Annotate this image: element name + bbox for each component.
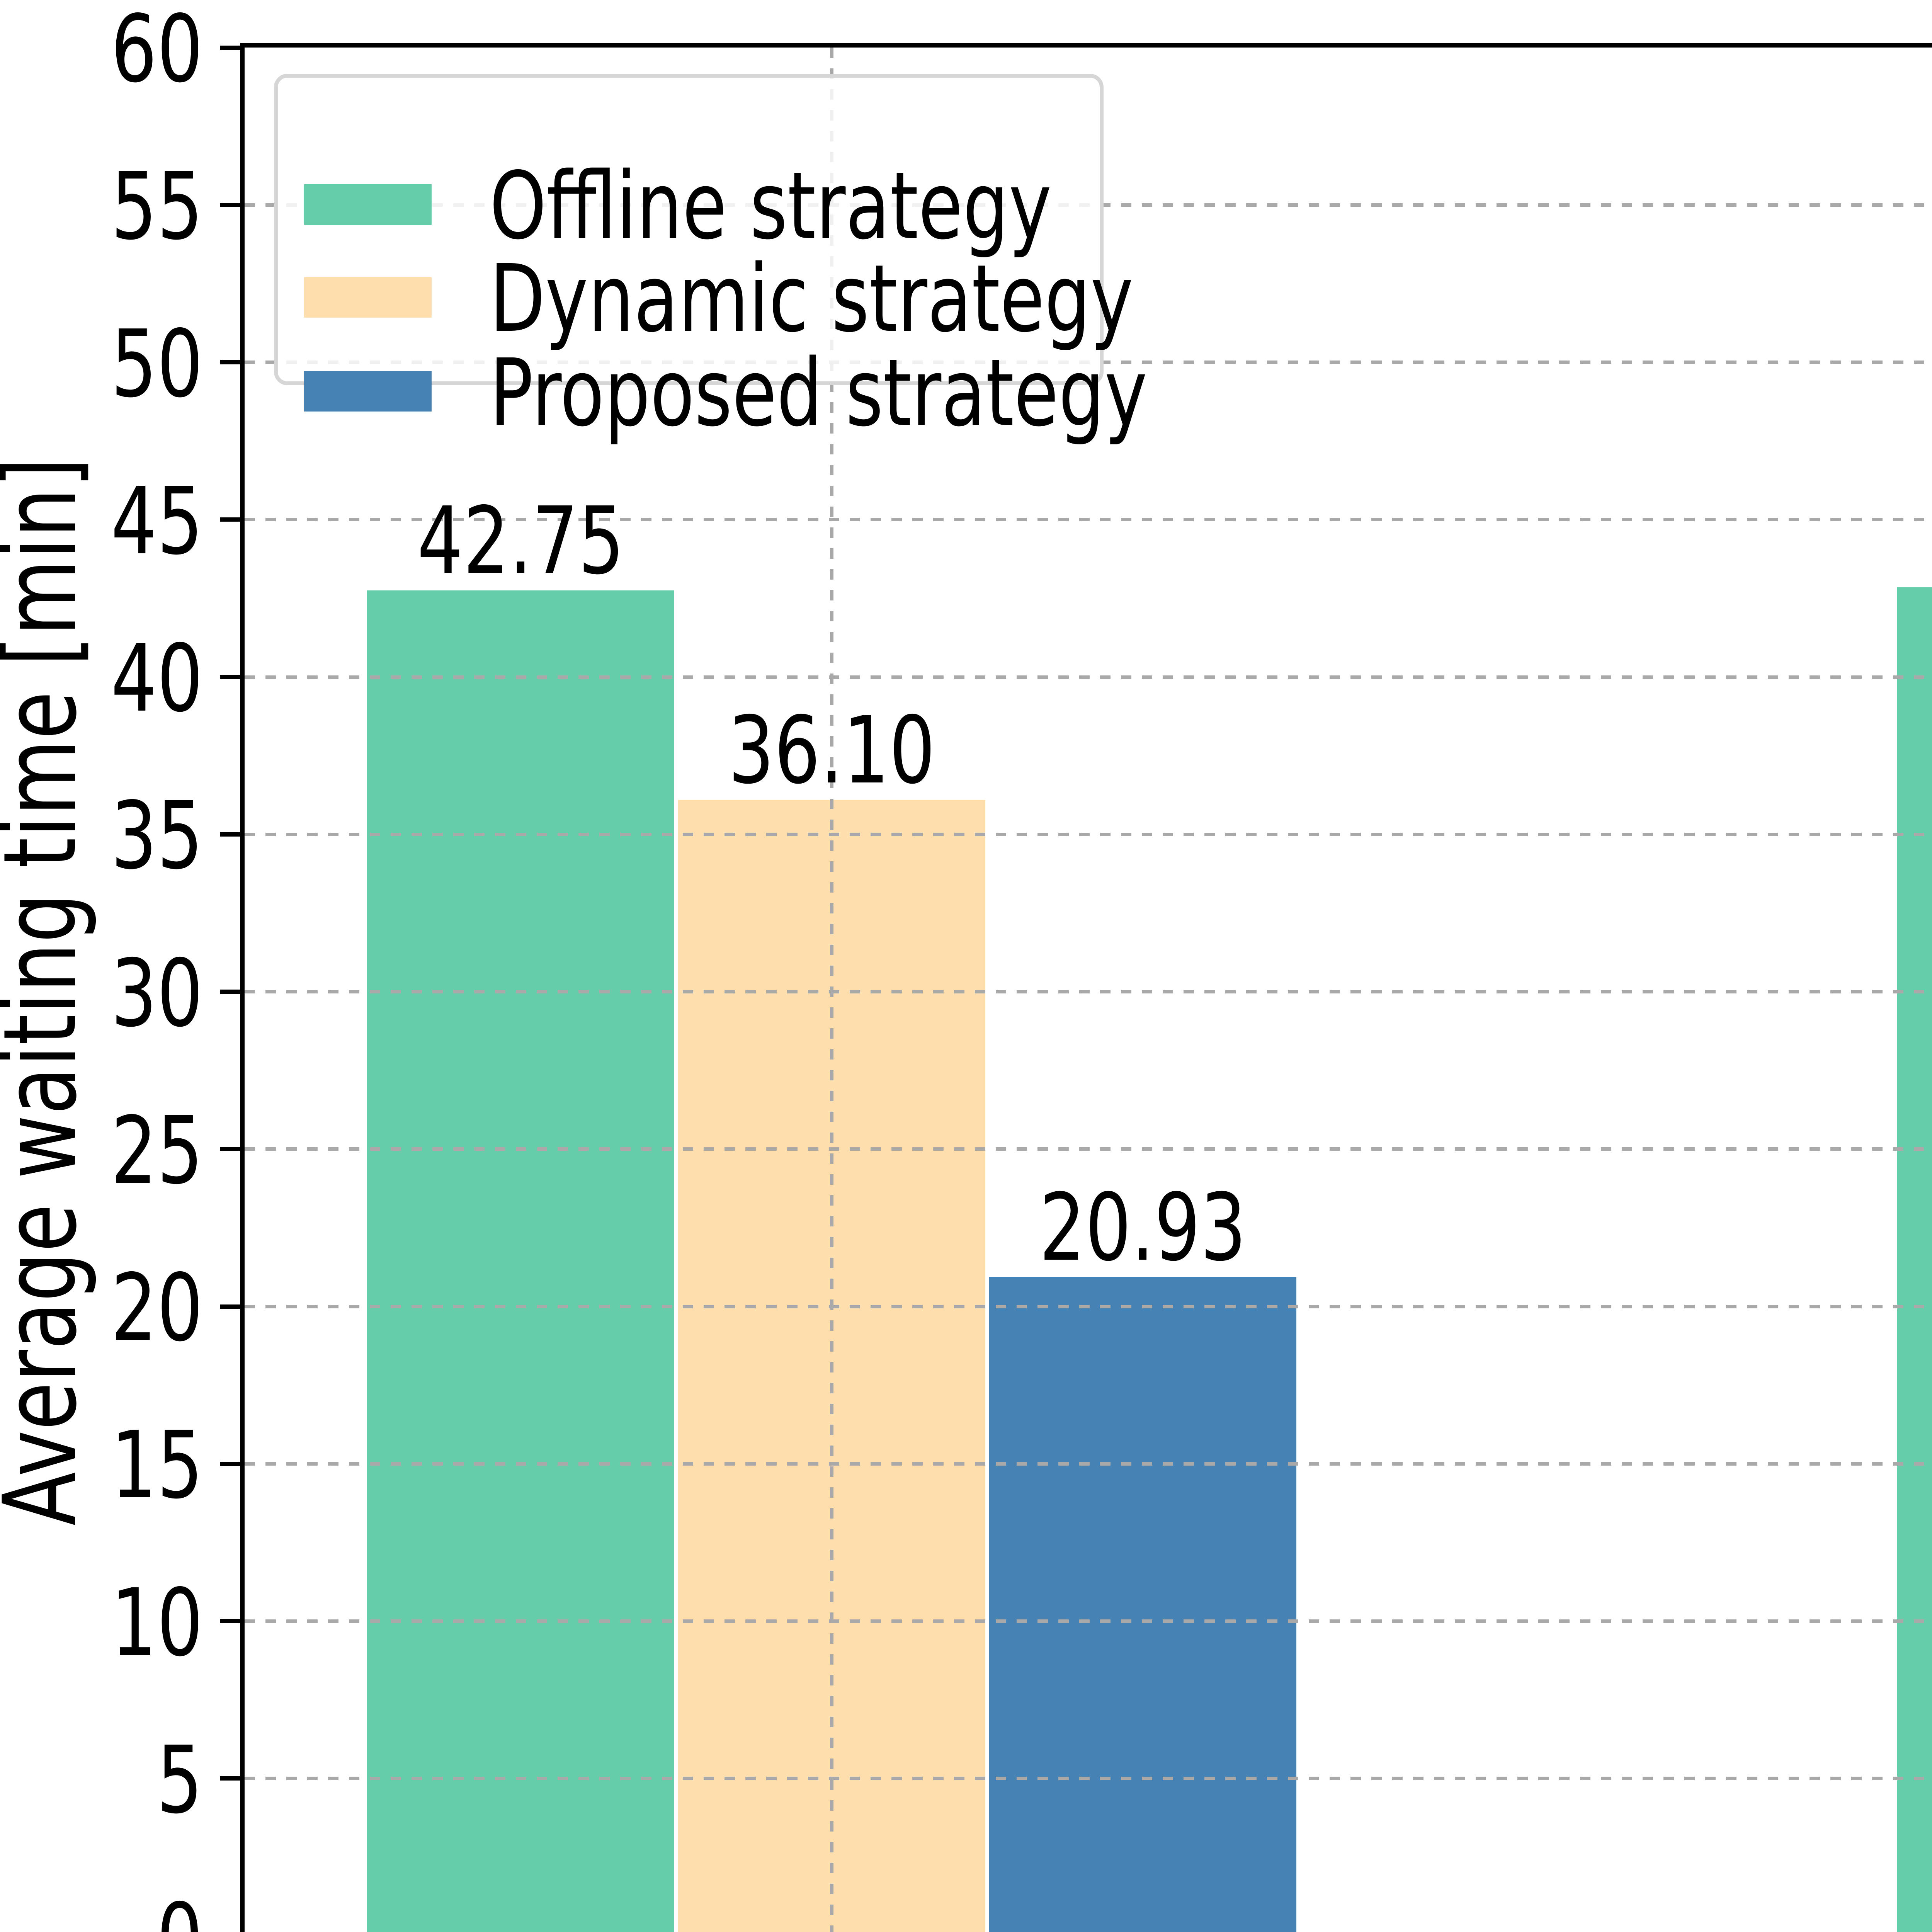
plot-inner: 42.7542.8536.1034.8920.9323.08 [245,48,1932,1932]
bar-value-label: 42.75 [57,487,985,595]
y-tick-label: 15 [0,1411,203,1519]
legend-label: Dynamic strategy [490,245,1315,353]
gridline-horizontal [245,1462,1932,1466]
y-tick-mark [220,675,240,679]
gridline-horizontal [245,832,1932,836]
y-tick-text: 30 [111,939,203,1048]
y-tick-mark [220,1461,240,1466]
y-tick-mark [220,360,240,364]
y-tick-mark [220,1304,240,1309]
y-tick-text: 0 [157,1883,203,1932]
y-tick-label: 30 [0,939,203,1048]
y-tick-label: 0 [0,1883,203,1932]
bar-value-label: 20.93 [679,1173,1607,1282]
y-tick-text: 25 [111,1096,203,1205]
gridline-vertical [830,48,833,1932]
y-tick-label: 55 [0,152,203,260]
bar-proposed-strategy [989,1277,1296,1932]
y-tick-label: 45 [0,467,203,575]
legend-swatch-proposed-strategy [304,371,432,412]
bar-value-label: 42.85 [1587,484,1932,592]
legend: Offline strategy Dynamic strategy Proposed… [274,74,1147,447]
y-tick-label: 20 [0,1254,203,1362]
y-tick-label: 60 [0,0,203,103]
y-tick-text: 10 [111,1568,203,1677]
y-tick-mark [220,517,240,522]
y-tick-label: 40 [0,624,203,733]
legend-label-text: Proposed strategy [490,339,1148,447]
y-tick-label: 35 [0,782,203,890]
legend-label: Proposed strategy [490,339,1333,447]
y-tick-text: 15 [111,1411,203,1520]
y-tick-text: 5 [156,1726,203,1834]
y-tick-label: 25 [0,1097,203,1205]
gridline-horizontal [245,1147,1932,1151]
gridline-horizontal [245,675,1932,679]
gridline-horizontal [245,990,1932,993]
bar-value-text: 36.10 [728,696,935,804]
gridline-horizontal [245,1619,1932,1623]
legend-swatch-dynamic-strategy [304,277,432,318]
y-tick-text: 45 [111,467,203,575]
gridline-horizontal [245,1777,1932,1781]
y-tick-mark [220,1147,240,1151]
y-tick-text: 60 [111,0,203,103]
y-tick-mark [220,202,240,207]
y-tick-mark [220,1776,240,1781]
y-tick-label: 50 [0,310,203,418]
legend-swatch-offline-strategy [304,184,432,225]
y-tick-label: 10 [0,1569,203,1677]
bar-value-text: 20.93 [1039,1173,1247,1282]
y-tick-mark [220,45,240,50]
legend-label-text: Dynamic strategy [490,245,1133,353]
y-tick-mark [220,1619,240,1623]
gridline-horizontal [245,1304,1932,1308]
y-tick-text: 50 [111,310,203,418]
y-tick-text: 35 [111,782,203,890]
legend-label-text: Offline strategy [490,152,1052,260]
y-tick-text: 20 [111,1254,203,1362]
y-tick-text: 55 [111,152,203,261]
bar-offline-strategy [367,590,674,1932]
bar-offline-strategy [1897,587,1932,1932]
y-tick-mark [220,990,240,994]
gridline-horizontal [245,518,1932,522]
bar-value-text: 42.75 [417,487,624,595]
y-tick-text: 40 [111,624,203,733]
y-tick-label: 5 [0,1726,203,1834]
legend-label: Offline strategy [490,152,1210,260]
bar-value-label: 34.89 [1898,734,1932,842]
bar-value-label: 36.10 [368,696,1296,804]
y-tick-mark [220,832,240,837]
